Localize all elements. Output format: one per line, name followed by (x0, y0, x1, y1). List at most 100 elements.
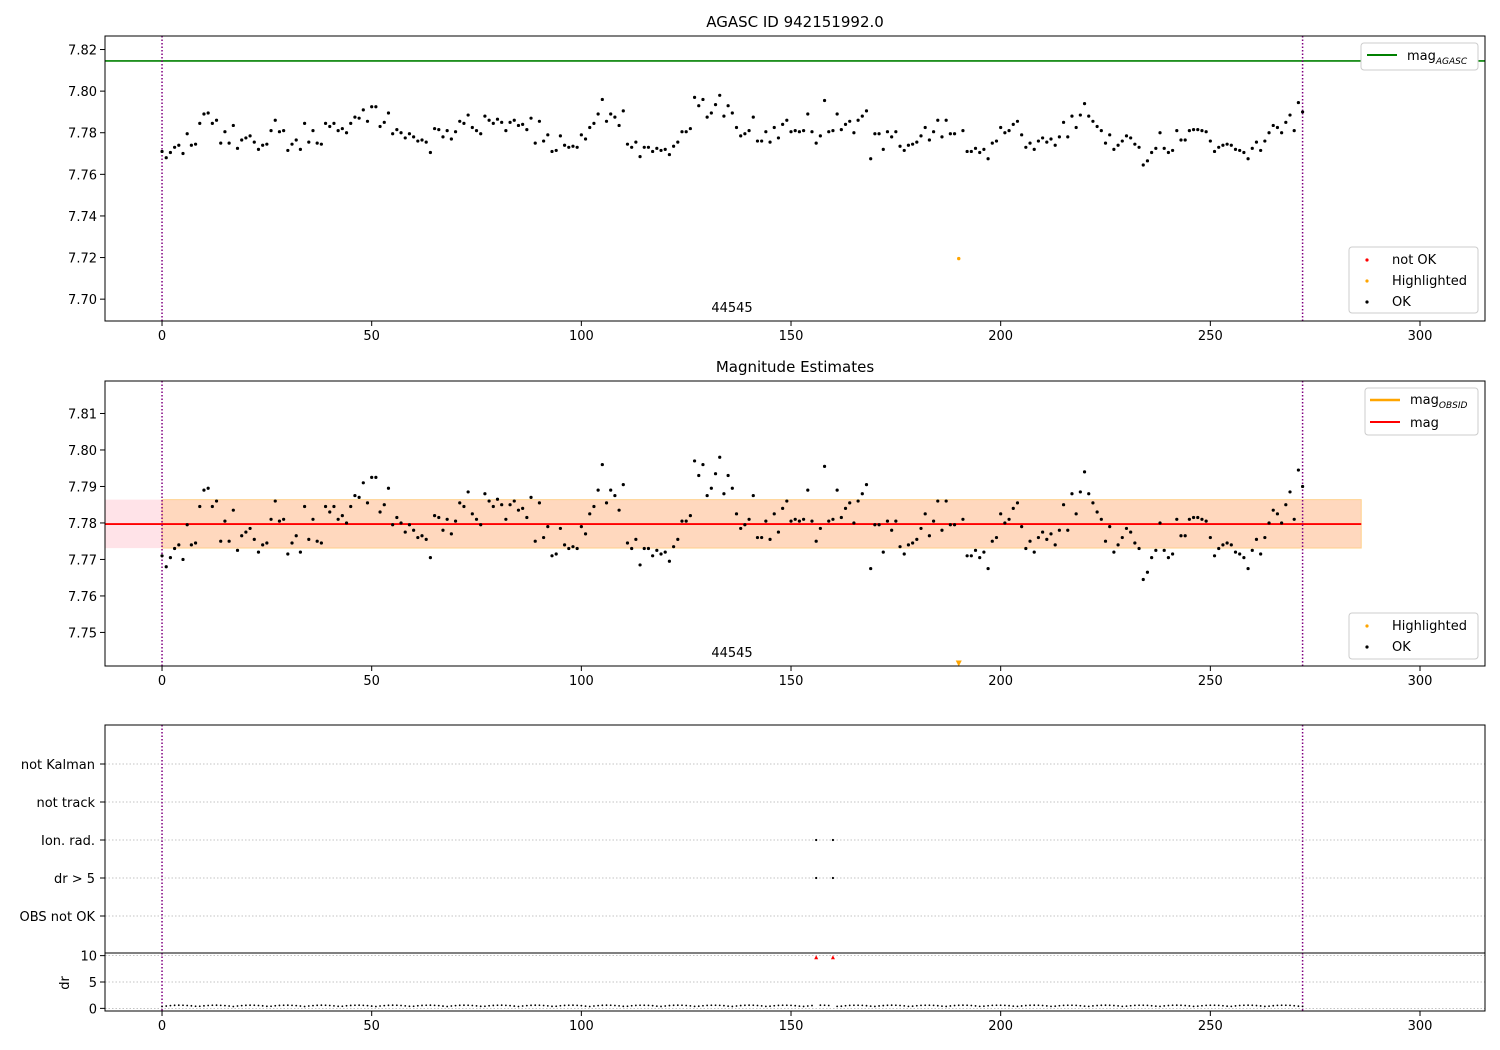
data-point-ok (713, 103, 718, 107)
legend-label-highlighted: Highlighted (1392, 274, 1467, 289)
dr-point (1117, 1005, 1119, 1007)
data-point-ok (676, 537, 680, 541)
data-point-ok (898, 144, 902, 148)
data-point-ok (709, 111, 713, 115)
dr-point (437, 1004, 440, 1007)
data-point-ok (672, 545, 676, 549)
data-point-ok (659, 552, 663, 556)
data-point-ok (521, 506, 525, 510)
dr-point (1071, 1004, 1073, 1007)
dr-point (869, 1005, 872, 1008)
dr-point (647, 1004, 650, 1007)
data-point-ok (789, 130, 793, 134)
data-point-ok (378, 124, 382, 129)
data-point-ok (973, 146, 978, 150)
dr-point (723, 1004, 725, 1007)
data-point-ok (613, 115, 617, 119)
dr-point (312, 1004, 314, 1007)
data-point-ok (856, 499, 860, 503)
data-point-ok (739, 526, 743, 531)
data-point-ok (651, 149, 655, 154)
data-point-ok (1166, 150, 1171, 155)
dr-point (819, 1004, 822, 1007)
data-point-ok (1099, 517, 1103, 521)
data-point-ok (370, 105, 374, 109)
data-point-ok (705, 115, 709, 119)
data-point-ok (328, 510, 332, 514)
dr-point (760, 1004, 763, 1007)
dr-point (555, 1005, 558, 1008)
data-point-ok (1158, 131, 1162, 135)
data-point-ok (881, 550, 885, 554)
dr-outlier-point (814, 955, 819, 960)
data-point-ok (1296, 468, 1301, 472)
dr-point (324, 1004, 327, 1007)
dr-point (584, 1005, 587, 1007)
data-point-ok (927, 534, 931, 538)
data-point-ok (827, 519, 831, 523)
dr-point (387, 1004, 390, 1007)
data-point-ok (990, 141, 994, 145)
dr-point (1054, 1005, 1057, 1008)
dr-point (1188, 1005, 1191, 1007)
data-point-ok (198, 504, 202, 509)
panel4-axes: 0 50 100 150 200 250 300 0 5 10 (80, 950, 1432, 1034)
data-point-ok (760, 139, 764, 143)
data-point-ok (906, 143, 911, 147)
data-point-ok (533, 539, 537, 543)
data-point-ok (1041, 530, 1045, 534)
data-point-ok (516, 508, 521, 512)
data-point-ok (344, 131, 349, 135)
data-point-ok (1284, 120, 1288, 124)
data-point-ok (713, 472, 718, 476)
data-point-ok (885, 519, 890, 523)
dr-point (1259, 1005, 1262, 1007)
dr-point (920, 1004, 922, 1007)
data-point-ok (1271, 123, 1275, 128)
data-point-ok (1183, 138, 1187, 142)
data-point-ok (751, 115, 755, 119)
data-point-ok (164, 156, 168, 160)
data-point-ok (785, 499, 789, 503)
dr-point (1121, 1005, 1124, 1008)
data-point-ok (1171, 552, 1175, 556)
dr-point (1092, 1005, 1094, 1007)
dr-point (1033, 1004, 1036, 1007)
data-point-ok (286, 148, 290, 153)
data-point-ok (315, 539, 319, 543)
data-point-ok (470, 125, 474, 130)
data-point-ok (1070, 114, 1074, 118)
data-point-ok (483, 114, 487, 118)
dr-point (840, 1005, 843, 1008)
data-point-ok (718, 455, 722, 459)
data-point-ok (722, 114, 726, 118)
data-point-ok (659, 148, 663, 153)
dr-point (1276, 1004, 1279, 1007)
panel-magnitude-estimates: Magnitude Estimates 0 50 100 150 200 250 300 7.… (68, 358, 1486, 689)
data-point-ok (726, 473, 730, 478)
data-point-ok (1208, 139, 1212, 143)
data-point-ok (1183, 534, 1187, 538)
data-point-ok (944, 118, 948, 122)
dr-point (1272, 1004, 1275, 1007)
x-tick-label: 200 (988, 1019, 1013, 1034)
data-point-ok (1036, 535, 1041, 540)
panel4-ylabel: dr (58, 976, 73, 990)
data-point-ok (596, 488, 600, 492)
data-point-ok (432, 514, 437, 518)
data-point-ok (940, 135, 944, 139)
data-point-ok (504, 517, 508, 521)
dr-point (999, 1004, 1002, 1007)
data-point-ok (814, 539, 818, 543)
data-point-ok (193, 541, 198, 545)
dr-point (194, 1005, 197, 1008)
data-point-ok (567, 145, 571, 149)
panel2-plot-area (105, 381, 1362, 666)
dr-point (534, 1004, 537, 1007)
data-point-ok (353, 493, 357, 498)
data-point-ok (705, 493, 709, 498)
data-point-ok (835, 112, 839, 116)
data-point-ok (718, 93, 722, 97)
data-point-ok (781, 506, 785, 510)
data-point-ok (692, 459, 697, 463)
